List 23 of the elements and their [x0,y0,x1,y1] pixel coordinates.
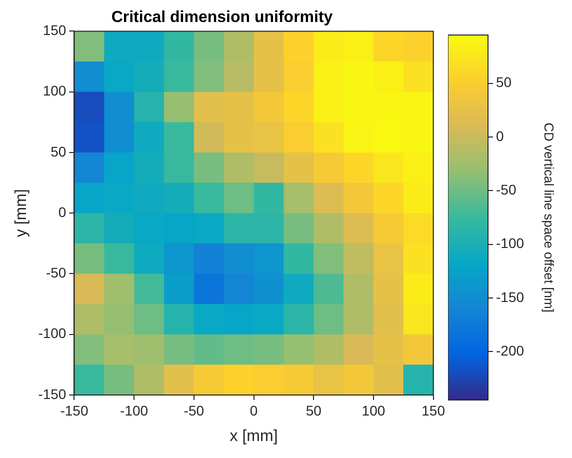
y-tick-label: -150 [38,386,66,402]
x-tick-label: -100 [120,402,148,418]
color-bar-label: -200 [496,342,524,359]
x-tick-label: -50 [184,402,204,418]
chart-title: Critical dimension uniformity [111,9,333,26]
y-tick-label: 0 [58,204,66,220]
y-axis-title: y [mm] [13,189,30,238]
color-bar-title: CD vertical line space offset [nm] [542,122,557,312]
y-tick-label: 150 [42,22,66,38]
color-bar-label: -150 [496,288,524,305]
x-axis-title: x [mm] [230,428,278,445]
color-bar-label: 0 [496,128,504,144]
x-tick-label: 150 [422,402,446,418]
color-bar-label: 50 [496,74,512,90]
color-bar-label: -50 [496,182,516,198]
x-tick-label: 0 [250,402,258,418]
y-tick-label: -50 [46,264,66,281]
x-tick-label: 100 [362,402,386,418]
color-bar-label: -100 [496,235,524,252]
x-tick-label: 50 [306,402,322,418]
y-tick-label: -100 [38,325,66,342]
y-tick-label: 100 [42,82,66,99]
y-tick-label: 50 [50,143,66,160]
